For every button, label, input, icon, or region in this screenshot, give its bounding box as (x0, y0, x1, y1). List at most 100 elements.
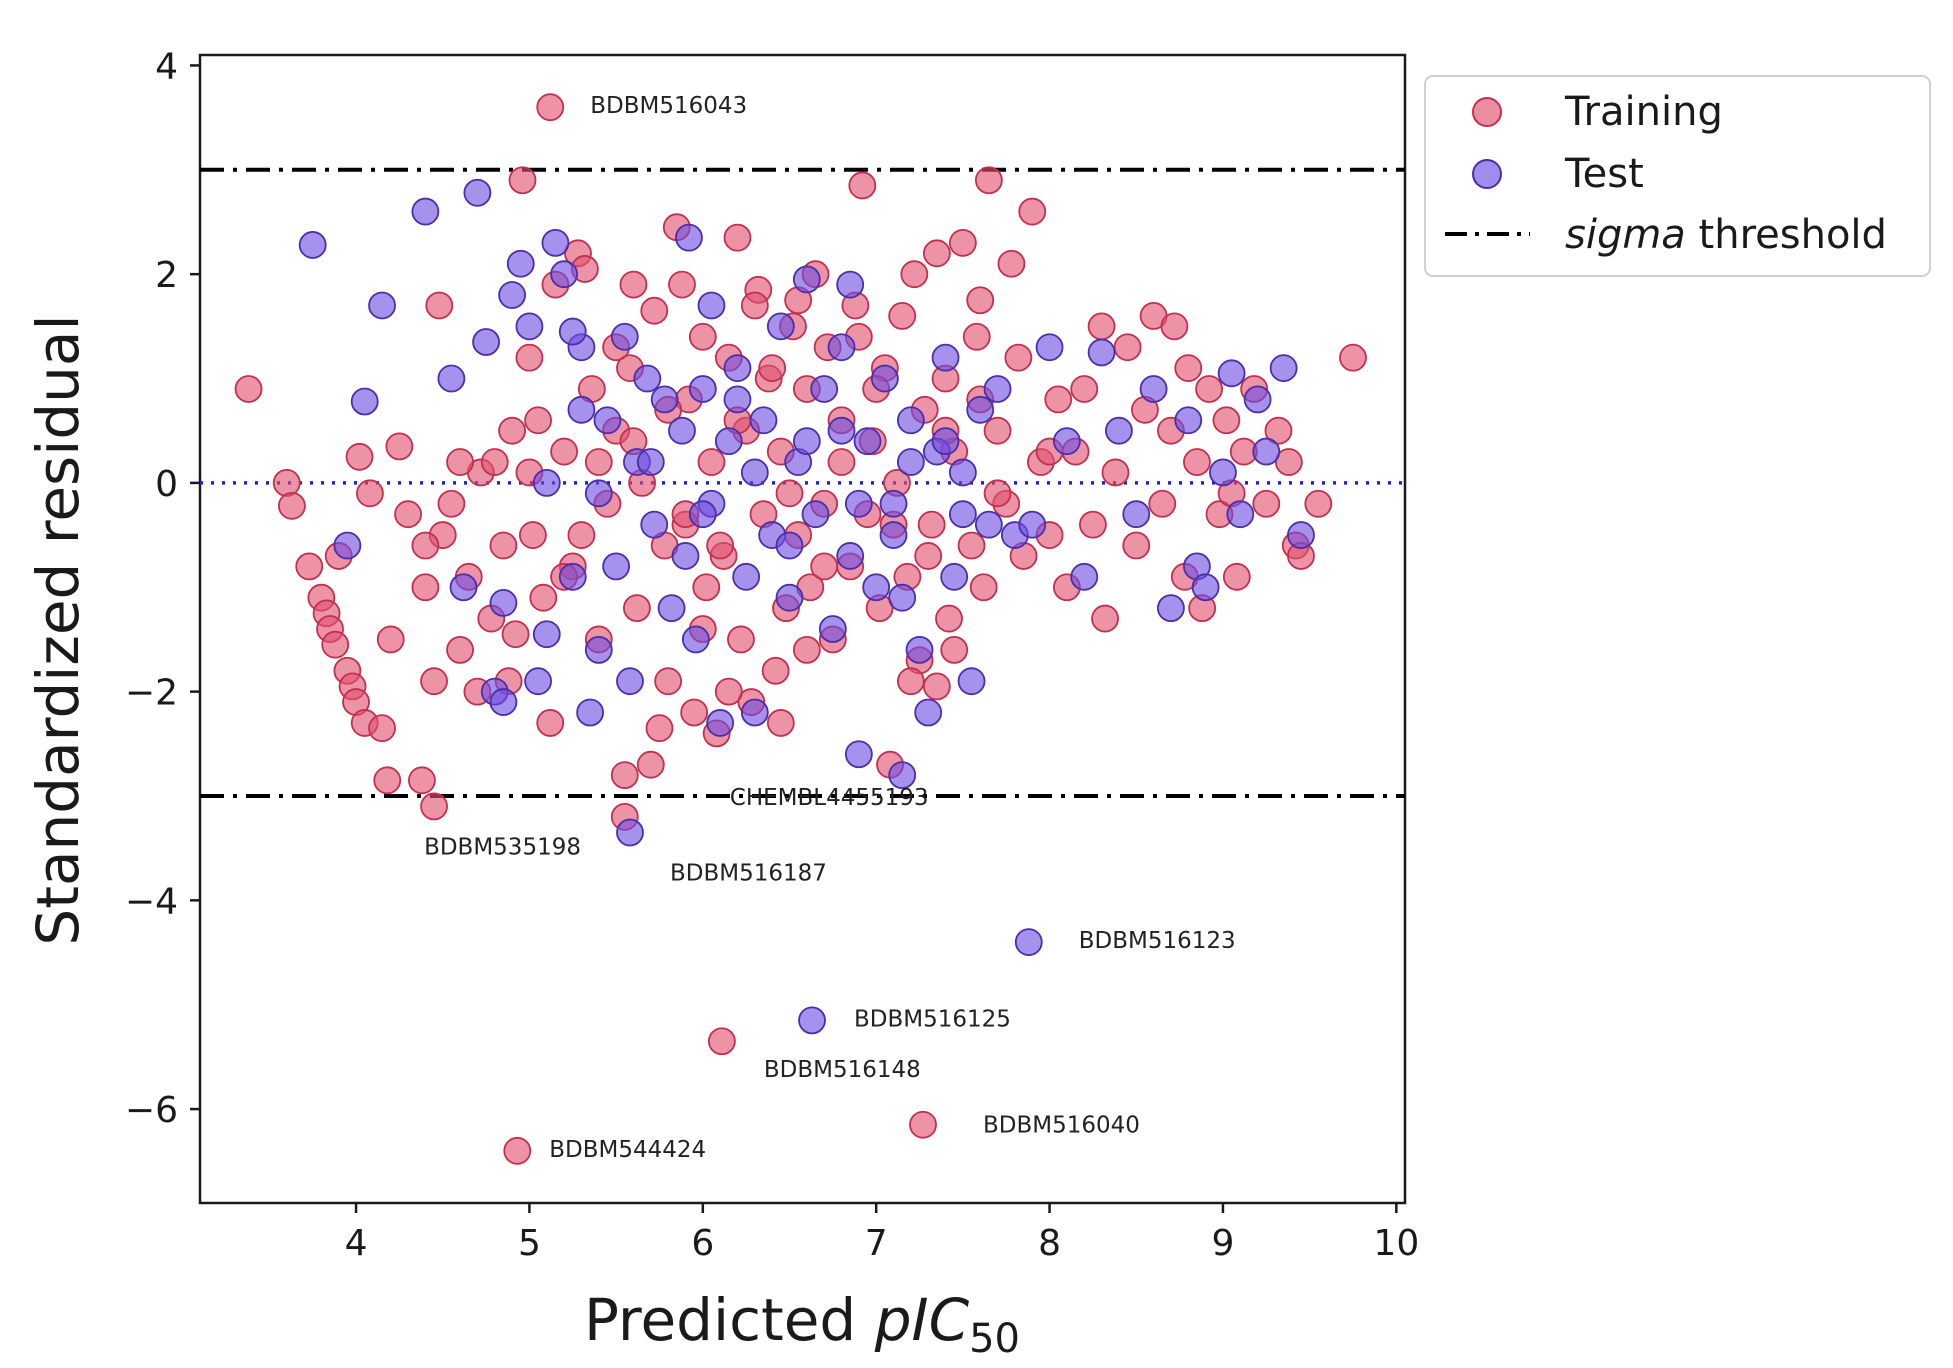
training-point (1183, 448, 1211, 476)
test-point (668, 416, 696, 445)
test-point (714, 427, 743, 456)
test-point (636, 448, 665, 476)
test-point (333, 531, 362, 560)
test-point (437, 364, 466, 393)
outlier-point (420, 792, 448, 821)
test-point (974, 510, 1003, 539)
training-point (584, 448, 613, 476)
test-point (914, 698, 943, 727)
test-point (472, 328, 500, 356)
test-point (1035, 333, 1064, 362)
outlier-point (1014, 928, 1043, 956)
training-point (848, 171, 877, 200)
test-point (844, 740, 873, 769)
training-point (758, 354, 787, 382)
points-layer (234, 93, 1367, 1165)
training-point (446, 635, 474, 664)
y-tick-label: −2 (125, 673, 178, 714)
training-point (654, 667, 683, 696)
test-point (775, 531, 804, 560)
test-point (931, 343, 960, 372)
outlier-point (536, 93, 565, 122)
training-point (425, 291, 454, 320)
training-point (295, 552, 324, 581)
x-tick-label: 9 (1211, 1223, 1234, 1264)
outlier-label: BDBM516123 (1079, 928, 1236, 954)
training-point (489, 531, 518, 560)
test-point (766, 312, 795, 341)
training-point (766, 709, 795, 737)
outlier-point (798, 1006, 826, 1035)
training-point (688, 322, 717, 351)
y-tick-label: 0 (155, 464, 178, 505)
test-point (584, 479, 613, 508)
training-point (810, 552, 839, 581)
test-point (1287, 521, 1315, 549)
test-point (818, 615, 847, 643)
test-point (948, 458, 977, 487)
training-point (969, 573, 998, 602)
training-point (1339, 343, 1367, 372)
test-point (688, 375, 717, 403)
outlier-point (503, 1136, 532, 1165)
training-point (385, 432, 414, 461)
test-point (524, 667, 552, 696)
test-point (732, 562, 761, 591)
test-point (1053, 427, 1081, 456)
training-point (420, 667, 448, 696)
training-point (1044, 385, 1073, 414)
training-point (1018, 197, 1047, 226)
legend-training-label: Training (1564, 89, 1723, 135)
training-point (1222, 562, 1251, 591)
y-ticks: 4 2 0 −2 −4 −6 (125, 46, 200, 1131)
training-point (914, 542, 943, 570)
test-point (616, 667, 644, 696)
test-point (870, 364, 899, 393)
training-point (723, 223, 752, 252)
y-tick-label: 2 (155, 255, 178, 296)
test-point (449, 573, 478, 602)
test-point (905, 635, 934, 664)
test-point (1209, 458, 1237, 487)
y-tick-label: −4 (125, 881, 178, 922)
test-point (532, 620, 561, 649)
training-point (1091, 604, 1119, 633)
test-point (593, 406, 622, 435)
y-tick-label: −6 (125, 1090, 178, 1131)
x-tick-label: 5 (518, 1223, 541, 1264)
training-point (792, 635, 821, 664)
training-point (922, 672, 951, 701)
legend-box (1424, 75, 1931, 277)
test-point (740, 458, 769, 487)
test-point (931, 427, 960, 456)
test-point (1243, 385, 1272, 414)
training-point (1122, 531, 1151, 560)
test-point (576, 698, 605, 727)
test-point (1070, 562, 1099, 591)
test-point (411, 197, 440, 226)
annotations-layer: BDBM516043 CHEMBL4455193 BDBM535198 BDBM516… (424, 93, 1236, 1163)
test-point (888, 761, 917, 790)
training-point (1274, 448, 1303, 476)
training-point (1212, 406, 1241, 435)
legend-test-marker (1472, 159, 1502, 189)
training-point (1195, 375, 1223, 403)
training-point (1148, 489, 1177, 518)
training-point (1160, 312, 1189, 341)
plot-frame (198, 53, 1407, 1205)
training-point (1113, 333, 1142, 362)
training-point (740, 291, 769, 320)
training-point (356, 479, 384, 508)
x-tick-label: 6 (691, 1223, 714, 1264)
test-point (1174, 406, 1203, 435)
test-point (1226, 500, 1255, 529)
training-point (966, 286, 995, 315)
test-point (558, 317, 587, 346)
test-point (749, 406, 778, 435)
outlier-label: BDBM516148 (764, 1057, 921, 1083)
test-point (584, 635, 613, 664)
test-point (1139, 375, 1168, 403)
training-point (680, 698, 709, 727)
x-tick-label: 4 (345, 1223, 368, 1264)
